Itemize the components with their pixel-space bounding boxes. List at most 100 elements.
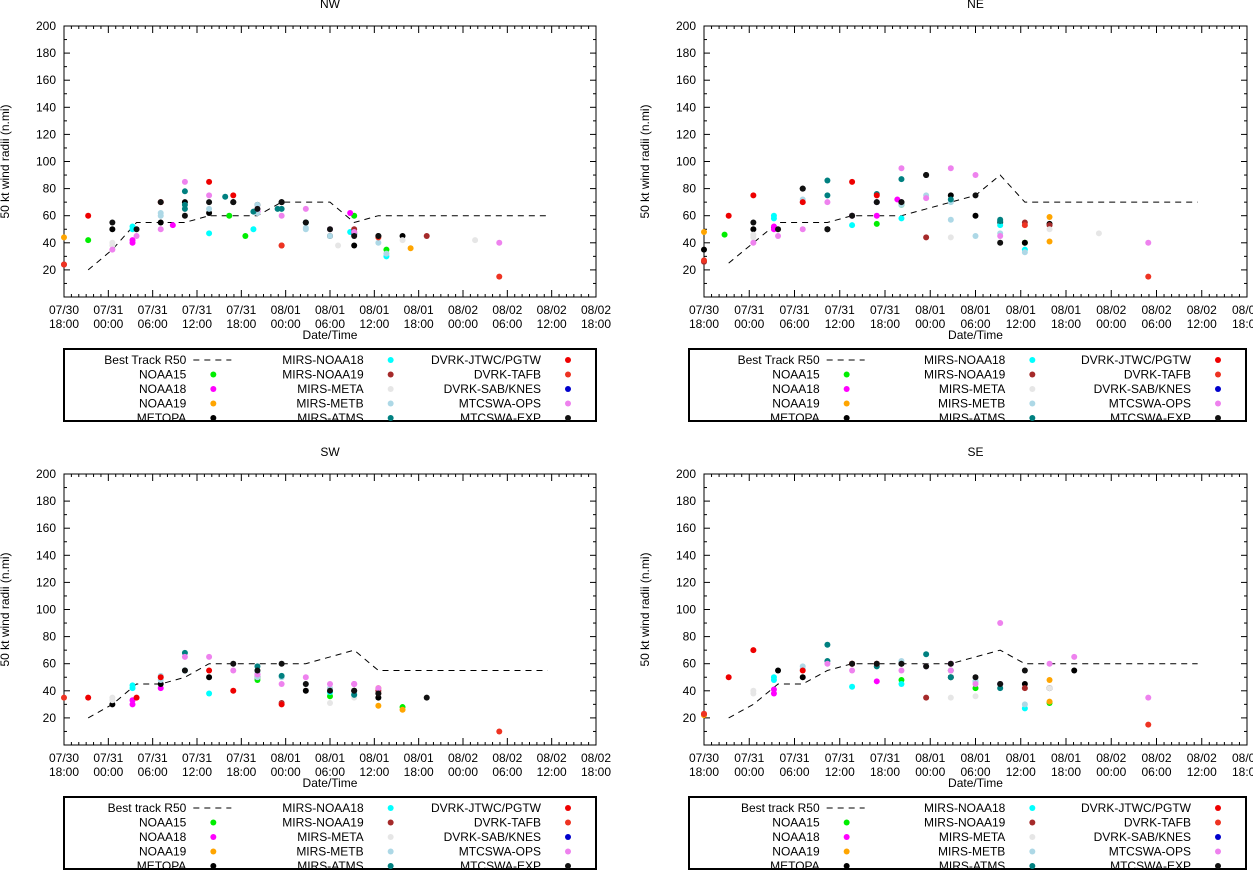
x-tick-label: 08/02 12:00 (1187, 303, 1217, 331)
data-point-mtcswa-exp (923, 172, 930, 179)
legend-label: DVRK-TAFB (474, 816, 541, 830)
legend-label: MIRS-ATMS (939, 859, 1005, 870)
data-point-mtcswa-exp (750, 219, 757, 226)
data-point-noaa19 (1046, 698, 1053, 705)
x-tick-label: 08/01 00:00 (915, 751, 945, 779)
chart-title: NE (967, 0, 984, 11)
data-point-dvrk-tafb (278, 242, 285, 249)
data-point-dvrk-tafb (61, 694, 67, 701)
legend-swatch-dot (1029, 863, 1036, 869)
legend-label: METOPA (137, 411, 187, 425)
y-axis-label: 50 kt wind radii (n.mi) (0, 552, 12, 666)
y-tick-label: 160 (676, 521, 696, 535)
y-tick-label: 60 (683, 657, 697, 671)
data-point-mtcswa-ops (278, 681, 285, 688)
data-point-metopa (109, 226, 116, 233)
data-point-mtcswa-ops (824, 199, 831, 206)
y-tick-label: 180 (36, 46, 56, 60)
data-point-mtcswa-ops (133, 233, 140, 240)
data-point-dvrk-jtwc-pgtw (873, 192, 880, 199)
legend-swatch-dot (1215, 357, 1221, 363)
legend-swatch-dot (565, 834, 571, 840)
data-point-dvrk-jtwc-pgtw (750, 647, 757, 654)
y-tick-label: 160 (36, 521, 56, 535)
x-tick-label: 07/31 18:00 (870, 751, 900, 779)
legend-label: NOAA15 (139, 816, 187, 830)
legend-label: NOAA19 (139, 845, 187, 859)
data-point-mtcswa-exp (327, 226, 333, 233)
legend-label: MIRS-METB (296, 845, 363, 859)
y-tick-label: 40 (43, 684, 57, 698)
data-point-metopa (972, 212, 979, 219)
legend-label: DVRK-TAFB (1124, 368, 1191, 382)
data-point-noaa15 (85, 237, 92, 244)
data-point-noaa15 (721, 231, 728, 238)
chart-title: SW (320, 445, 340, 459)
legend-swatch-dot (1215, 863, 1221, 869)
y-tick-label: 40 (683, 236, 697, 250)
data-point-mtcswa-exp (351, 687, 358, 694)
legend-box (63, 348, 597, 422)
data-point-mtcswa-ops (230, 667, 237, 674)
data-point-noaa18 (770, 686, 777, 693)
legend-swatch-dot (843, 386, 850, 392)
data-point-mirs-meta (109, 694, 116, 701)
legend-swatch-dot (1029, 371, 1036, 378)
data-point-mtcswa-ops (327, 681, 333, 688)
y-axis-label: 50 kt wind radii (n.mi) (0, 104, 12, 218)
x-tick-label: 08/02 00:00 (1096, 751, 1126, 779)
x-tick-label: 07/30 18:00 (689, 303, 719, 331)
data-point-dvrk-jtwc-pgtw (725, 212, 732, 219)
data-point-mtcswa-ops (375, 685, 382, 692)
data-point-noaa18 (873, 212, 880, 219)
x-tick-label: 08/01 00:00 (271, 303, 301, 331)
legend-swatch-dot (210, 386, 217, 392)
chart-title: NW (320, 0, 341, 11)
data-point-mirs-metb (1021, 701, 1028, 708)
legend-swatch-dot (1215, 371, 1221, 378)
data-point-mirs-meta (472, 237, 479, 244)
data-point-noaa19 (1046, 676, 1053, 683)
data-point-noaa19 (1046, 238, 1053, 245)
data-point-mtcswa-ops (1046, 660, 1053, 667)
data-point-mtcswa-exp (375, 690, 382, 697)
data-point-mtcswa-exp (302, 681, 309, 688)
y-tick-label: 40 (43, 236, 57, 250)
data-point-mirs-atms (181, 188, 188, 195)
data-point-mtcswa-exp (254, 667, 261, 674)
data-point-mtcswa-ops (109, 246, 116, 253)
legend-swatch-dot (565, 371, 571, 378)
data-point-mtcswa-ops (1071, 653, 1078, 660)
x-tick-label: 07/30 18:00 (689, 751, 719, 779)
data-point-mtcswa-exp (375, 233, 382, 240)
data-point-dvrk-jtwc-pgtw (750, 192, 757, 199)
x-tick-label: 08/02 00:00 (448, 303, 478, 331)
legend-swatch-dot (1029, 848, 1036, 855)
data-point-mtcswa-ops (206, 653, 213, 660)
data-point-mtcswa-ops (997, 620, 1004, 627)
legend-label: MTCSWA-OPS (459, 845, 541, 859)
legend-label: NOAA18 (772, 830, 820, 844)
data-point-mtcswa-exp (302, 219, 309, 226)
data-point-mtcswa-exp (230, 660, 237, 667)
data-point-dvrk-tafb (496, 273, 503, 280)
x-tick-label: 08/02 12:00 (537, 751, 567, 779)
legend-swatch-dot (387, 400, 394, 407)
data-point-mtcswa-exp (327, 687, 333, 694)
data-point-mtcswa-ops (1145, 239, 1152, 246)
legend-swatch-dot (210, 371, 217, 378)
legend-swatch-dot (565, 863, 571, 869)
legend-label: MTCSWA-EXP (460, 859, 541, 870)
data-point-mtcswa-exp (775, 226, 782, 233)
legend-label: DVRK-SAB/KNES (1094, 382, 1191, 396)
data-point-mirs-noaa18 (250, 226, 257, 233)
data-point-mtcswa-ops (302, 674, 309, 681)
x-tick-label: 07/31 00:00 (734, 751, 764, 779)
y-tick-label: 200 (36, 467, 56, 481)
data-point-mirs-atms (947, 674, 954, 681)
data-point-mtcswa-ops (972, 681, 979, 688)
data-point-mtcswa-ops (775, 233, 782, 240)
x-tick-label: 08/01 18:00 (1051, 303, 1081, 331)
legend-label: MIRS-ATMS (297, 859, 363, 870)
